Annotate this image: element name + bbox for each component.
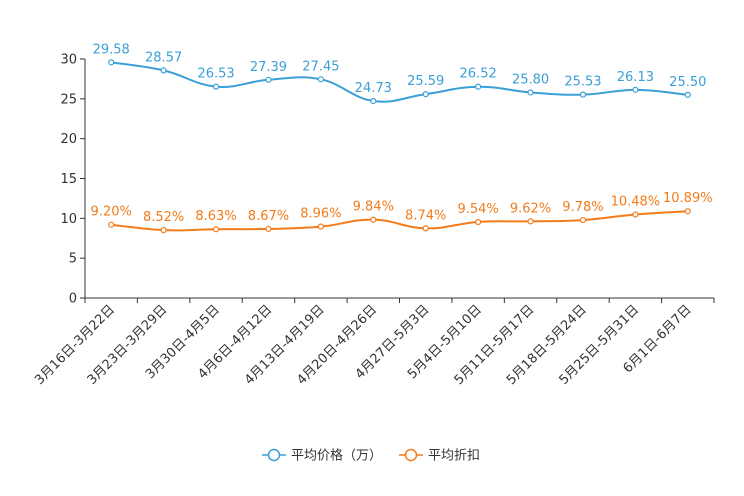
y-tick-label: 15 [60,172,77,187]
data-point [265,76,272,83]
data-point [370,216,377,223]
data-label: 8.63% [195,209,236,224]
data-point [108,221,115,228]
series-line [111,210,688,232]
data-label: 26.53 [197,67,234,82]
y-tick-label: 30 [60,53,77,68]
y-tick-label: 5 [69,252,77,267]
data-label: 9.54% [457,202,498,217]
data-label: 9.78% [562,200,603,215]
y-tick-label: 25 [60,92,77,107]
data-label: 25.53 [564,75,601,90]
data-label: 10.89% [663,191,713,206]
data-label: 25.80 [512,72,549,87]
data-label: 27.45 [302,59,339,74]
data-label: 8.74% [405,208,446,223]
legend-marker [267,448,281,462]
data-point [579,91,587,98]
data-label: 9.62% [510,201,551,216]
data-point [317,223,324,230]
data-label: 9.20% [91,205,132,220]
y-tick-label: 20 [60,132,77,147]
data-point [684,91,691,98]
data-label: 26.13 [617,70,654,85]
data-point [422,91,429,98]
data-label: 29.58 [93,42,130,57]
data-point [212,226,220,233]
data-point [475,83,482,90]
series-1: 29.58 28.57 26.53 27.39 27.45 24.73 25.59 26.52… [93,42,706,105]
legend-item-1: 平均价格（万） [262,448,382,464]
legend-label: 平均价格（万） [291,448,382,464]
legend-marker [404,448,418,462]
data-label: 25.50 [669,75,706,90]
data-label: 28.57 [145,50,182,65]
data-point [527,218,534,225]
data-label: 24.73 [355,81,392,96]
series-layer: 29.58 28.57 26.53 27.39 27.45 24.73 25.59 26.52… [91,42,713,234]
legend-item-2: 平均折扣 [399,449,480,464]
data-point [370,97,377,105]
data-point [317,76,324,83]
data-point [684,208,691,215]
series-2: 9.20% 8.52% 8.63% 8.67% 8.96% 9.84% 8.74% 9.54%… [91,191,713,234]
data-point [160,67,167,74]
data-label: 10.48% [611,195,661,210]
legend-label: 平均折扣 [428,449,480,464]
data-point [527,89,534,96]
legend: 平均价格（万） 平均折扣 [262,448,480,464]
data-point [212,83,220,90]
data-label: 8.52% [143,210,184,225]
data-label: 8.96% [300,207,341,222]
data-label: 8.67% [248,209,289,224]
data-label: 27.39 [250,60,287,75]
data-point [160,227,167,234]
data-point [632,211,639,218]
data-point [475,218,482,226]
data-point [108,59,115,66]
data-label: 25.59 [407,74,444,89]
data-point [579,216,587,224]
series-line [111,61,688,103]
data-label: 9.84% [353,200,394,215]
y-tick-label: 10 [60,212,77,227]
data-point [422,225,429,232]
data-label: 26.52 [460,67,497,82]
y-tick-label: 0 [69,292,77,307]
data-point [632,86,639,93]
data-point [265,225,272,233]
